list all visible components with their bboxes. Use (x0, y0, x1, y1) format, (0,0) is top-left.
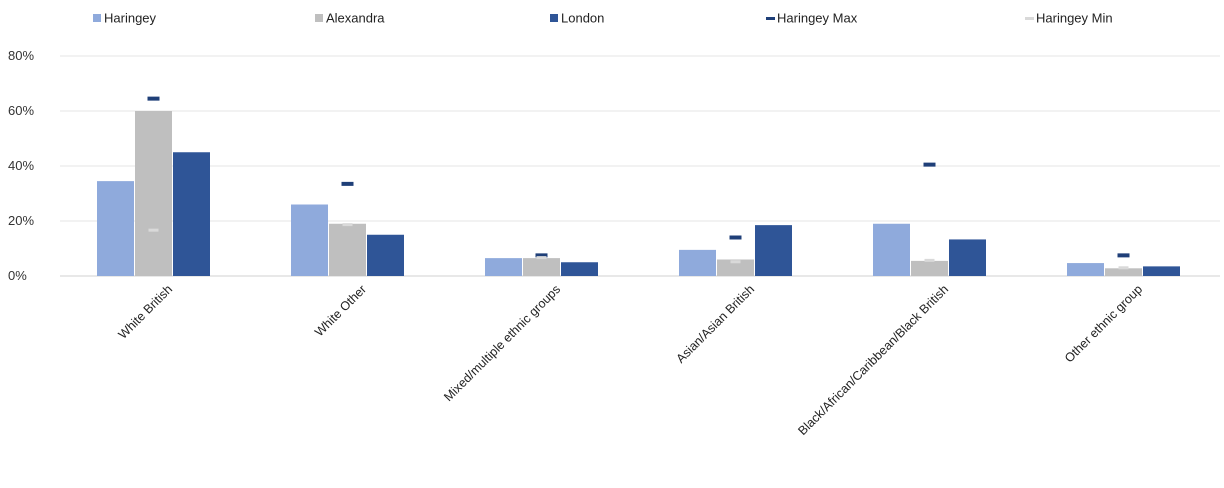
bar-haringey (1067, 263, 1104, 276)
legend-swatch (766, 17, 775, 20)
y-tick-label: 40% (8, 158, 34, 173)
legend-label: Haringey Min (1036, 11, 1113, 26)
bar-london (173, 152, 210, 276)
y-tick-label: 20% (8, 213, 34, 228)
category-label: Mixed/multiple ethnic groups (441, 282, 563, 404)
marker-haringey-min (148, 228, 159, 232)
legend-label: London (561, 11, 604, 26)
bar-alexandra (911, 260, 948, 276)
legend-item: Alexandra (315, 11, 385, 26)
category-label: Black/African/Caribbean/Black British (795, 282, 951, 438)
marker-haringey-min (730, 260, 741, 264)
marker-haringey-min (536, 256, 547, 260)
marker-haringey-min (924, 258, 935, 262)
bar-alexandra (1105, 268, 1142, 276)
marker-haringey-max (729, 235, 742, 240)
legend-item: Haringey (93, 11, 157, 26)
bar-haringey (485, 258, 522, 276)
legend-swatch (315, 14, 323, 22)
marker-haringey-max (341, 181, 354, 186)
legend-label: Haringey Max (777, 11, 858, 26)
legend-label: Haringey (104, 11, 157, 26)
markers (147, 96, 1130, 270)
bar-alexandra (717, 259, 754, 276)
bar-london (755, 225, 792, 276)
y-tick-label: 0% (8, 268, 27, 283)
marker-haringey-min (342, 223, 353, 227)
marker-haringey-max (1117, 253, 1130, 258)
marker-haringey-max (535, 253, 548, 258)
legend-swatch (93, 14, 101, 22)
legend-item: London (550, 11, 604, 26)
bar-haringey (679, 249, 716, 276)
bar-alexandra (135, 111, 172, 276)
marker-haringey-max (923, 162, 936, 167)
bar-london (949, 239, 986, 276)
gridlines (60, 55, 1220, 277)
bar-alexandra (329, 223, 366, 276)
legend-swatch (1025, 17, 1034, 20)
legend-swatch (550, 14, 558, 22)
bar-haringey (291, 204, 328, 276)
x-axis: White British White Other Mixed/multiple e… (116, 282, 1146, 438)
bar-london (561, 262, 598, 276)
bar-london (367, 234, 404, 276)
bar-haringey (97, 181, 134, 276)
legend-item: Haringey Min (1025, 11, 1113, 26)
category-label: White Other (312, 282, 369, 339)
bar-london (1143, 266, 1180, 276)
marker-haringey-min (1118, 266, 1129, 270)
y-axis: 0% 20% 40% 60% 80% (8, 48, 34, 283)
category-label: Asian/Asian British (674, 282, 758, 366)
y-tick-label: 80% (8, 48, 34, 63)
legend-label: Alexandra (326, 11, 385, 26)
legend-item: Haringey Max (766, 11, 858, 26)
bar-alexandra (523, 258, 560, 276)
category-label: Other ethnic group (1062, 282, 1145, 365)
bar-haringey (873, 223, 910, 276)
bars (97, 111, 1180, 276)
category-label: White British (116, 282, 176, 342)
y-tick-label: 60% (8, 103, 34, 118)
legend: Haringey Alexandra London Haringey Max Harin… (93, 11, 1113, 26)
marker-haringey-max (147, 96, 160, 101)
